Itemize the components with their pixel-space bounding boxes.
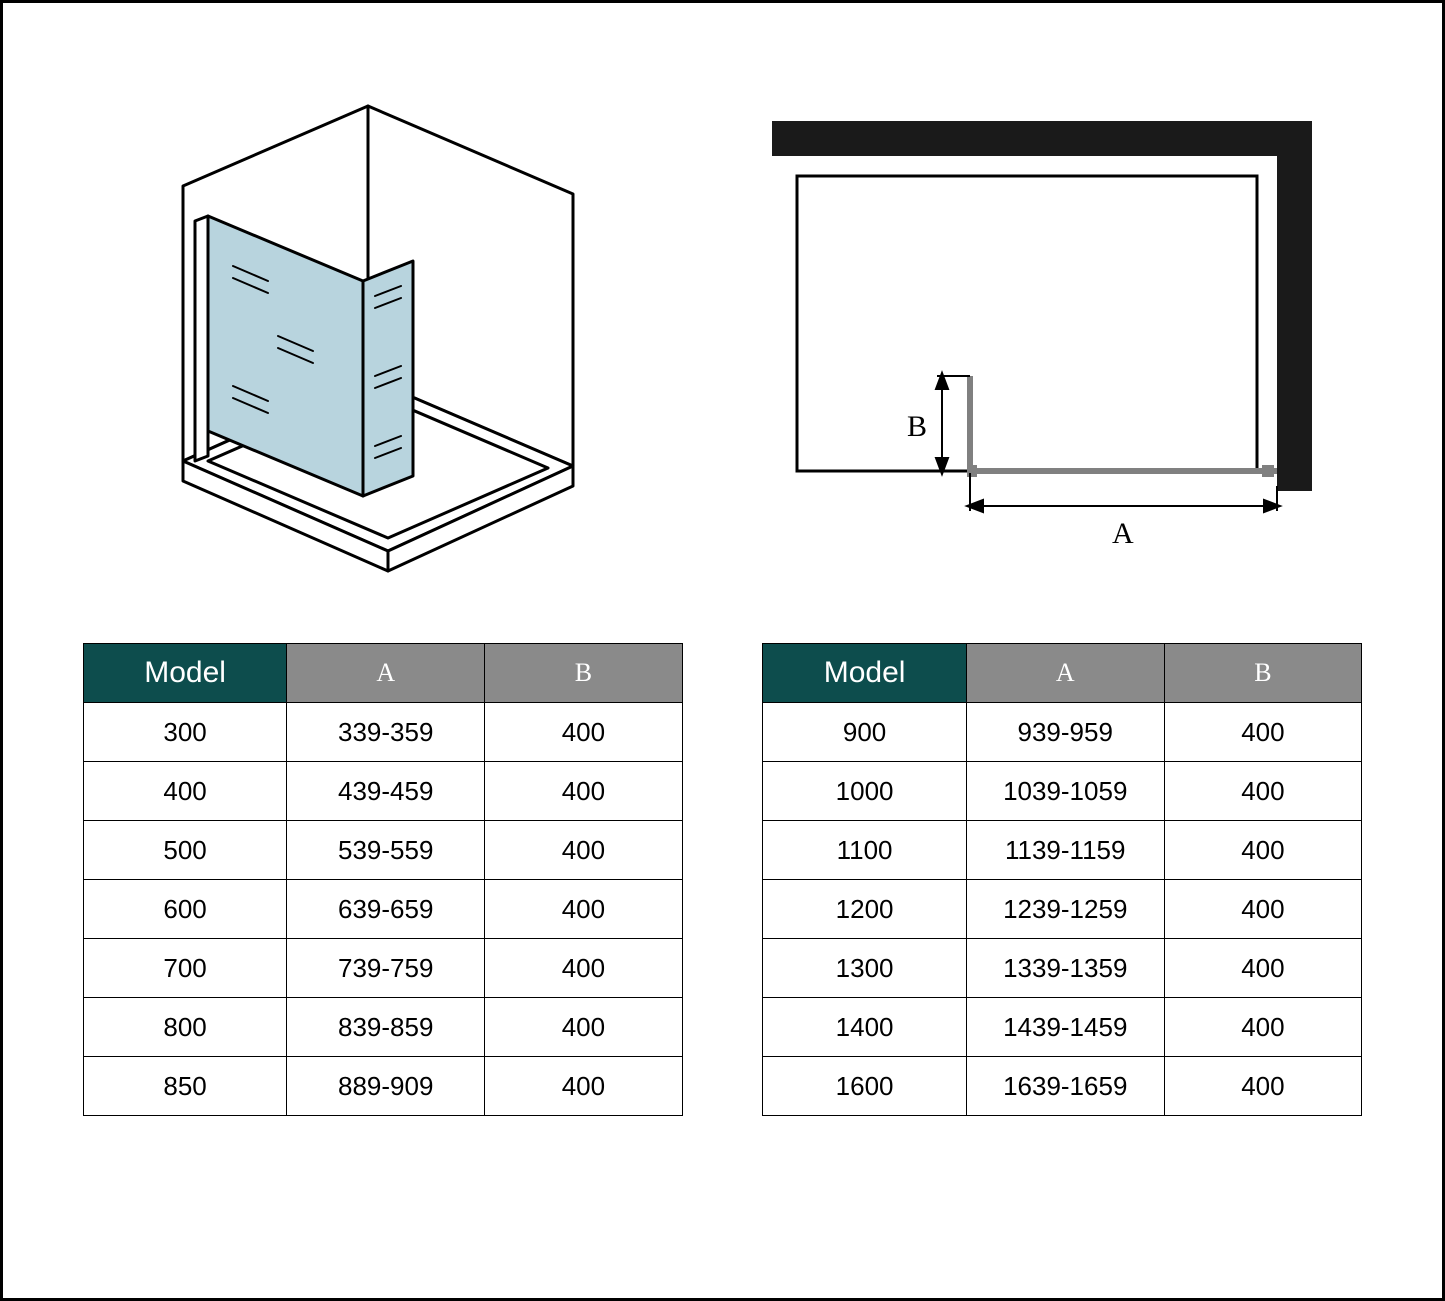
cell-model: 1000 <box>763 762 967 821</box>
cell-A: 1239-1259 <box>966 880 1164 939</box>
cell-B: 400 <box>485 821 683 880</box>
cell-A: 1139-1159 <box>966 821 1164 880</box>
table-row: 700739-759400 <box>83 939 682 998</box>
table-row: 850889-909400 <box>83 1057 682 1116</box>
cell-model: 1600 <box>763 1057 967 1116</box>
cell-model: 1100 <box>763 821 967 880</box>
size-table-right: Model A B 900939-95940010001039-10594001… <box>762 643 1362 1116</box>
table-row: 13001339-1359400 <box>763 939 1362 998</box>
cell-A: 1639-1659 <box>966 1057 1164 1116</box>
size-table-left: Model A B 300339-359400400439-4594005005… <box>83 643 683 1116</box>
cell-model: 900 <box>763 703 967 762</box>
th-A: A <box>966 644 1164 703</box>
cell-B: 400 <box>485 939 683 998</box>
cell-B: 400 <box>485 1057 683 1116</box>
cell-A: 339-359 <box>287 703 485 762</box>
table-row: 16001639-1659400 <box>763 1057 1362 1116</box>
cell-A: 889-909 <box>287 1057 485 1116</box>
cell-model: 1400 <box>763 998 967 1057</box>
cell-model: 800 <box>83 998 287 1057</box>
cell-B: 400 <box>485 880 683 939</box>
table-row: 900939-959400 <box>763 703 1362 762</box>
label-B: B <box>907 410 927 443</box>
table-row: 500539-559400 <box>83 821 682 880</box>
table-left-body: 300339-359400400439-459400500539-5594006… <box>83 703 682 1116</box>
cell-A: 639-659 <box>287 880 485 939</box>
cell-model: 500 <box>83 821 287 880</box>
table-row: 10001039-1059400 <box>763 762 1362 821</box>
cell-model: 1300 <box>763 939 967 998</box>
label-A: A <box>1112 517 1134 550</box>
cell-A: 1339-1359 <box>966 939 1164 998</box>
cell-B: 400 <box>1164 939 1362 998</box>
cell-model: 700 <box>83 939 287 998</box>
cell-A: 939-959 <box>966 703 1164 762</box>
table-row: 12001239-1259400 <box>763 880 1362 939</box>
table-row: 300339-359400 <box>83 703 682 762</box>
diagram-row: B A <box>3 3 1442 623</box>
plan-diagram: B A <box>742 91 1342 566</box>
table-row: 400439-459400 <box>83 762 682 821</box>
cell-A: 839-859 <box>287 998 485 1057</box>
th-model: Model <box>83 644 287 703</box>
cell-B: 400 <box>1164 821 1362 880</box>
cell-B: 400 <box>1164 762 1362 821</box>
table-right-body: 900939-95940010001039-105940011001139-11… <box>763 703 1362 1116</box>
th-B: B <box>485 644 683 703</box>
table-row: 800839-859400 <box>83 998 682 1057</box>
cell-B: 400 <box>1164 703 1362 762</box>
cell-B: 400 <box>1164 880 1362 939</box>
table-row: 14001439-1459400 <box>763 998 1362 1057</box>
cell-A: 739-759 <box>287 939 485 998</box>
cell-model: 850 <box>83 1057 287 1116</box>
cell-A: 539-559 <box>287 821 485 880</box>
isometric-diagram <box>103 66 623 591</box>
cell-model: 1200 <box>763 880 967 939</box>
th-model: Model <box>763 644 967 703</box>
th-A: A <box>287 644 485 703</box>
table-row: 11001139-1159400 <box>763 821 1362 880</box>
cell-B: 400 <box>485 703 683 762</box>
cell-B: 400 <box>1164 998 1362 1057</box>
tables-row: Model A B 300339-359400400439-4594005005… <box>3 623 1442 1156</box>
cell-A: 1039-1059 <box>966 762 1164 821</box>
cell-B: 400 <box>485 998 683 1057</box>
cell-A: 1439-1459 <box>966 998 1164 1057</box>
cell-B: 400 <box>1164 1057 1362 1116</box>
page-container: B A Model A B 30 <box>0 0 1445 1301</box>
table-row: 600639-659400 <box>83 880 682 939</box>
cell-A: 439-459 <box>287 762 485 821</box>
cell-model: 400 <box>83 762 287 821</box>
th-B: B <box>1164 644 1362 703</box>
cell-model: 600 <box>83 880 287 939</box>
cell-model: 300 <box>83 703 287 762</box>
cell-B: 400 <box>485 762 683 821</box>
